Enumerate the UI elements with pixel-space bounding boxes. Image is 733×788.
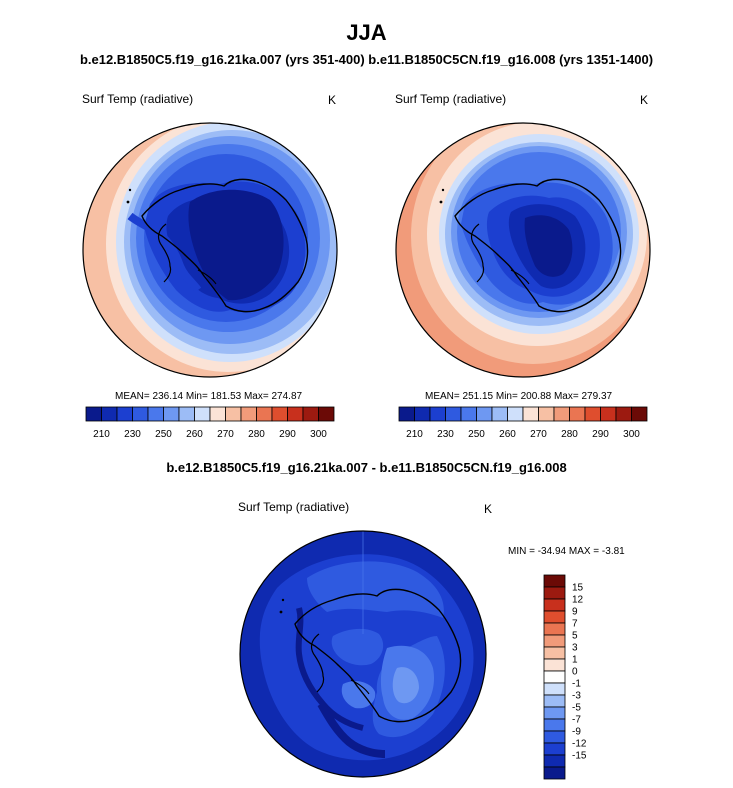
- colorbar-panel-1-swatch: [132, 406, 149, 422]
- colorbar-panel-1-swatch: [85, 406, 102, 422]
- colorbar-difference-swatch: [543, 754, 566, 768]
- colorbar-difference-swatch: [543, 706, 566, 720]
- panel2-variable-label: Surf Temp (radiative): [395, 92, 507, 106]
- colorbar-panel-2-swatch: [429, 406, 446, 422]
- colorbar-panel-1-swatch: [287, 406, 304, 422]
- colorbar-difference-swatch: [543, 622, 566, 636]
- colorbar-panel-1-tick-label: 270: [217, 429, 234, 440]
- colorbar-panel-1-swatch: [256, 406, 273, 422]
- colorbar-difference-tick-label: 1: [572, 655, 578, 666]
- colorbar-panel-1-swatch: [194, 406, 211, 422]
- colorbar-panel-2-swatch: [445, 406, 462, 422]
- case-comparison-subtitle: b.e12.B1850C5.f19_g16.21ka.007 (yrs 351-…: [79, 52, 654, 67]
- colorbar-panel-1-tick-label: 210: [93, 429, 110, 440]
- page-title: JJA: [346, 20, 387, 45]
- colorbar-difference-swatch: [543, 718, 566, 732]
- colorbar-panel-2-swatch: [569, 406, 586, 422]
- colorbar-difference-tick-label: 9: [572, 607, 578, 618]
- colorbar-difference-tick-label: -12: [572, 739, 587, 750]
- colorbar-panel-1-swatch: [116, 406, 133, 422]
- colorbar-difference-tick-label: 12: [572, 595, 584, 606]
- diff-minmax-stats: MIN = -34.94 MAX = -3.81: [508, 546, 625, 557]
- colorbar-difference-swatch: [543, 730, 566, 744]
- colorbar-panel-2-swatch: [584, 406, 601, 422]
- colorbar-panel-1-swatch: [101, 406, 118, 422]
- colorbar-panel-1-swatch: [178, 406, 195, 422]
- colorbar-difference-tick-label: -5: [572, 703, 581, 714]
- colorbar-panel-2-tick-label: 230: [437, 429, 454, 440]
- colorbar-panel-1-swatch: [209, 406, 226, 422]
- colorbar-difference-swatch: [543, 598, 566, 612]
- colorbar-difference-tick-label: 0: [572, 667, 578, 678]
- colorbar-panel-2-swatch: [538, 406, 555, 422]
- difference-title: b.e12.B1850C5.f19_g16.21ka.007 - b.e11.B…: [166, 460, 567, 475]
- colorbar-difference-swatch: [543, 658, 566, 672]
- colorbar-panel-2-swatch: [522, 406, 539, 422]
- diff-units-label: K: [484, 502, 493, 516]
- colorbar-difference-swatch: [543, 574, 566, 588]
- colorbar-panel-2-tick-label: 280: [561, 429, 578, 440]
- colorbar-panel-2-tick-label: 260: [499, 429, 516, 440]
- colorbar-difference-tick-label: -1: [572, 679, 581, 690]
- colorbar-difference-tick-label: 7: [572, 619, 578, 630]
- colorbar-difference-tick-label: 15: [572, 583, 584, 594]
- colorbar-panel-2-tick-label: 210: [406, 429, 423, 440]
- colorbar-panel-1: 210 230 250 260 270 280 290 300: [85, 406, 335, 440]
- panel1-units-label: K: [328, 93, 337, 107]
- colorbar-panel-2-swatch: [615, 406, 632, 422]
- colorbar-difference-swatch: [543, 610, 566, 624]
- colorbar-panel-1-tick-label: 290: [279, 429, 296, 440]
- colorbar-panel-2-swatch: [600, 406, 617, 422]
- colorbar-panel-1-swatch: [271, 406, 288, 422]
- colorbar-difference-swatch: [543, 742, 566, 756]
- map-panel-2: [395, 122, 651, 378]
- colorbar-panel-1-tick-label: 230: [124, 429, 141, 440]
- colorbar-panel-2-swatch: [476, 406, 493, 422]
- colorbar-panel-1-swatch: [318, 406, 335, 422]
- colorbar-difference-tick-label: -15: [572, 751, 587, 762]
- colorbar-difference-tick-label: -7: [572, 715, 581, 726]
- colorbar-panel-2-swatch: [414, 406, 431, 422]
- map-panel-1: [82, 122, 338, 378]
- colorbar-panel-1-tick-label: 300: [310, 429, 327, 440]
- panel2-units-label: K: [640, 93, 649, 107]
- colorbar-panel-1-tick-label: 280: [248, 429, 265, 440]
- panel1-variable-label: Surf Temp (radiative): [82, 92, 194, 106]
- colorbar-panel-2: 210 230 250 260 270 280 290 300: [398, 406, 648, 440]
- colorbar-panel-1-swatch: [147, 406, 164, 422]
- colorbar-panel-1-swatch: [163, 406, 180, 422]
- colorbar-difference-swatch: [543, 682, 566, 696]
- colorbar-panel-1-tick-label: 250: [155, 429, 172, 440]
- diff-variable-label: Surf Temp (radiative): [238, 500, 350, 514]
- colorbar-difference-tick-label: 3: [572, 643, 578, 654]
- colorbar-panel-2-swatch: [553, 406, 570, 422]
- colorbar-difference-tick-label: -3: [572, 691, 581, 702]
- map-difference: [239, 530, 487, 778]
- colorbar-panel-1-swatch: [302, 406, 319, 422]
- colorbar-panel-2-tick-label: 270: [530, 429, 547, 440]
- colorbar-difference-tick-label: 5: [572, 631, 578, 642]
- colorbar-panel-1-tick-label: 260: [186, 429, 203, 440]
- colorbar-panel-2-swatch: [491, 406, 508, 422]
- panel2-stats: MEAN= 251.15 Min= 200.88 Max= 279.37: [425, 391, 613, 402]
- colorbar-panel-2-swatch: [507, 406, 524, 422]
- colorbar-difference-swatch: [543, 646, 566, 660]
- colorbar-panel-2-tick-label: 300: [623, 429, 640, 440]
- colorbar-difference-swatch: [543, 694, 566, 708]
- colorbar-panel-2-tick-label: 250: [468, 429, 485, 440]
- colorbar-panel-1-swatch: [225, 406, 242, 422]
- colorbar-panel-2-swatch: [631, 406, 648, 422]
- colorbar-difference-swatch: [543, 670, 566, 684]
- colorbar-difference-tick-label: -9: [572, 727, 581, 738]
- panel1-stats: MEAN= 236.14 Min= 181.53 Max= 274.87: [115, 391, 303, 402]
- colorbar-panel-2-tick-label: 290: [592, 429, 609, 440]
- colorbar-panel-1-swatch: [240, 406, 257, 422]
- colorbar-difference-swatch: [543, 586, 566, 600]
- colorbar-panel-2-swatch: [460, 406, 477, 422]
- colorbar-difference-swatch: [543, 766, 566, 780]
- colorbar-difference-swatch: [543, 634, 566, 648]
- colorbar-panel-2-swatch: [398, 406, 415, 422]
